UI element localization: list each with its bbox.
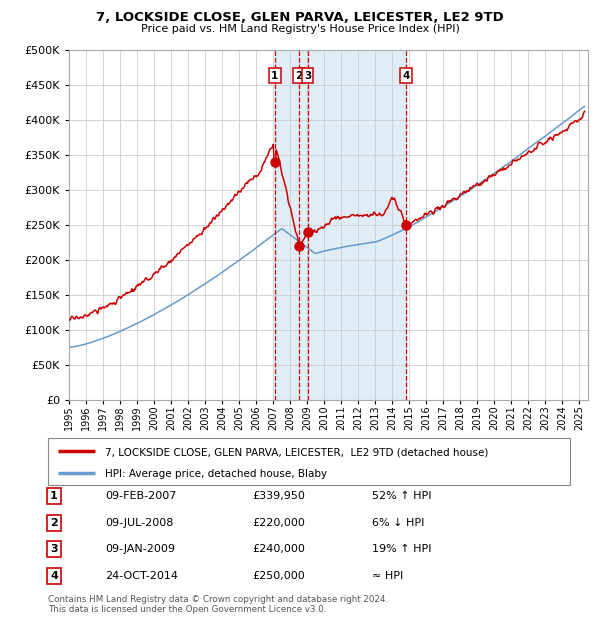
- Text: 6% ↓ HPI: 6% ↓ HPI: [372, 518, 424, 528]
- Text: 52% ↑ HPI: 52% ↑ HPI: [372, 491, 431, 501]
- Text: 19% ↑ HPI: 19% ↑ HPI: [372, 544, 431, 554]
- Text: 09-JUL-2008: 09-JUL-2008: [105, 518, 173, 528]
- Text: 7, LOCKSIDE CLOSE, GLEN PARVA, LEICESTER,  LE2 9TD (detached house): 7, LOCKSIDE CLOSE, GLEN PARVA, LEICESTER…: [106, 447, 489, 458]
- FancyBboxPatch shape: [48, 438, 570, 485]
- Text: 1: 1: [271, 71, 278, 81]
- Text: 09-JAN-2009: 09-JAN-2009: [105, 544, 175, 554]
- Bar: [275, 50, 406, 400]
- Text: ≈ HPI: ≈ HPI: [372, 571, 403, 581]
- Text: HPI: Average price, detached house, Blaby: HPI: Average price, detached house, Blab…: [106, 469, 328, 479]
- Text: £220,000: £220,000: [252, 518, 305, 528]
- Text: Contains HM Land Registry data © Crown copyright and database right 2024.: Contains HM Land Registry data © Crown c…: [48, 595, 388, 604]
- Text: This data is licensed under the Open Government Licence v3.0.: This data is licensed under the Open Gov…: [48, 604, 326, 614]
- Text: 3: 3: [50, 544, 58, 554]
- Text: £240,000: £240,000: [252, 544, 305, 554]
- Text: 24-OCT-2014: 24-OCT-2014: [105, 571, 178, 581]
- Text: 4: 4: [403, 71, 410, 81]
- Text: 4: 4: [50, 571, 58, 581]
- Text: 09-FEB-2007: 09-FEB-2007: [105, 491, 176, 501]
- Text: 2: 2: [295, 71, 302, 81]
- Text: 2: 2: [50, 518, 58, 528]
- Text: 7, LOCKSIDE CLOSE, GLEN PARVA, LEICESTER, LE2 9TD: 7, LOCKSIDE CLOSE, GLEN PARVA, LEICESTER…: [96, 11, 504, 24]
- Text: £339,950: £339,950: [252, 491, 305, 501]
- Text: 1: 1: [50, 491, 58, 501]
- Text: £250,000: £250,000: [252, 571, 305, 581]
- Text: 3: 3: [304, 71, 311, 81]
- Text: Price paid vs. HM Land Registry's House Price Index (HPI): Price paid vs. HM Land Registry's House …: [140, 24, 460, 33]
